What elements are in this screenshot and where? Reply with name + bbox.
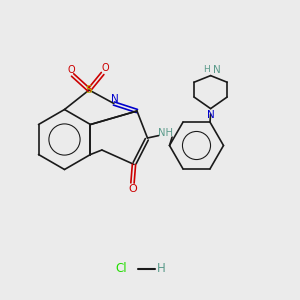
Text: Cl: Cl [116, 262, 127, 275]
Text: S: S [86, 85, 92, 95]
Text: O: O [102, 63, 110, 73]
Text: NH: NH [158, 128, 173, 138]
Text: H: H [157, 262, 166, 275]
Text: N: N [111, 94, 119, 104]
Text: O: O [67, 64, 75, 75]
Text: N: N [207, 110, 214, 120]
Text: H: H [203, 64, 209, 74]
Text: O: O [128, 184, 137, 194]
Text: N: N [213, 64, 220, 75]
